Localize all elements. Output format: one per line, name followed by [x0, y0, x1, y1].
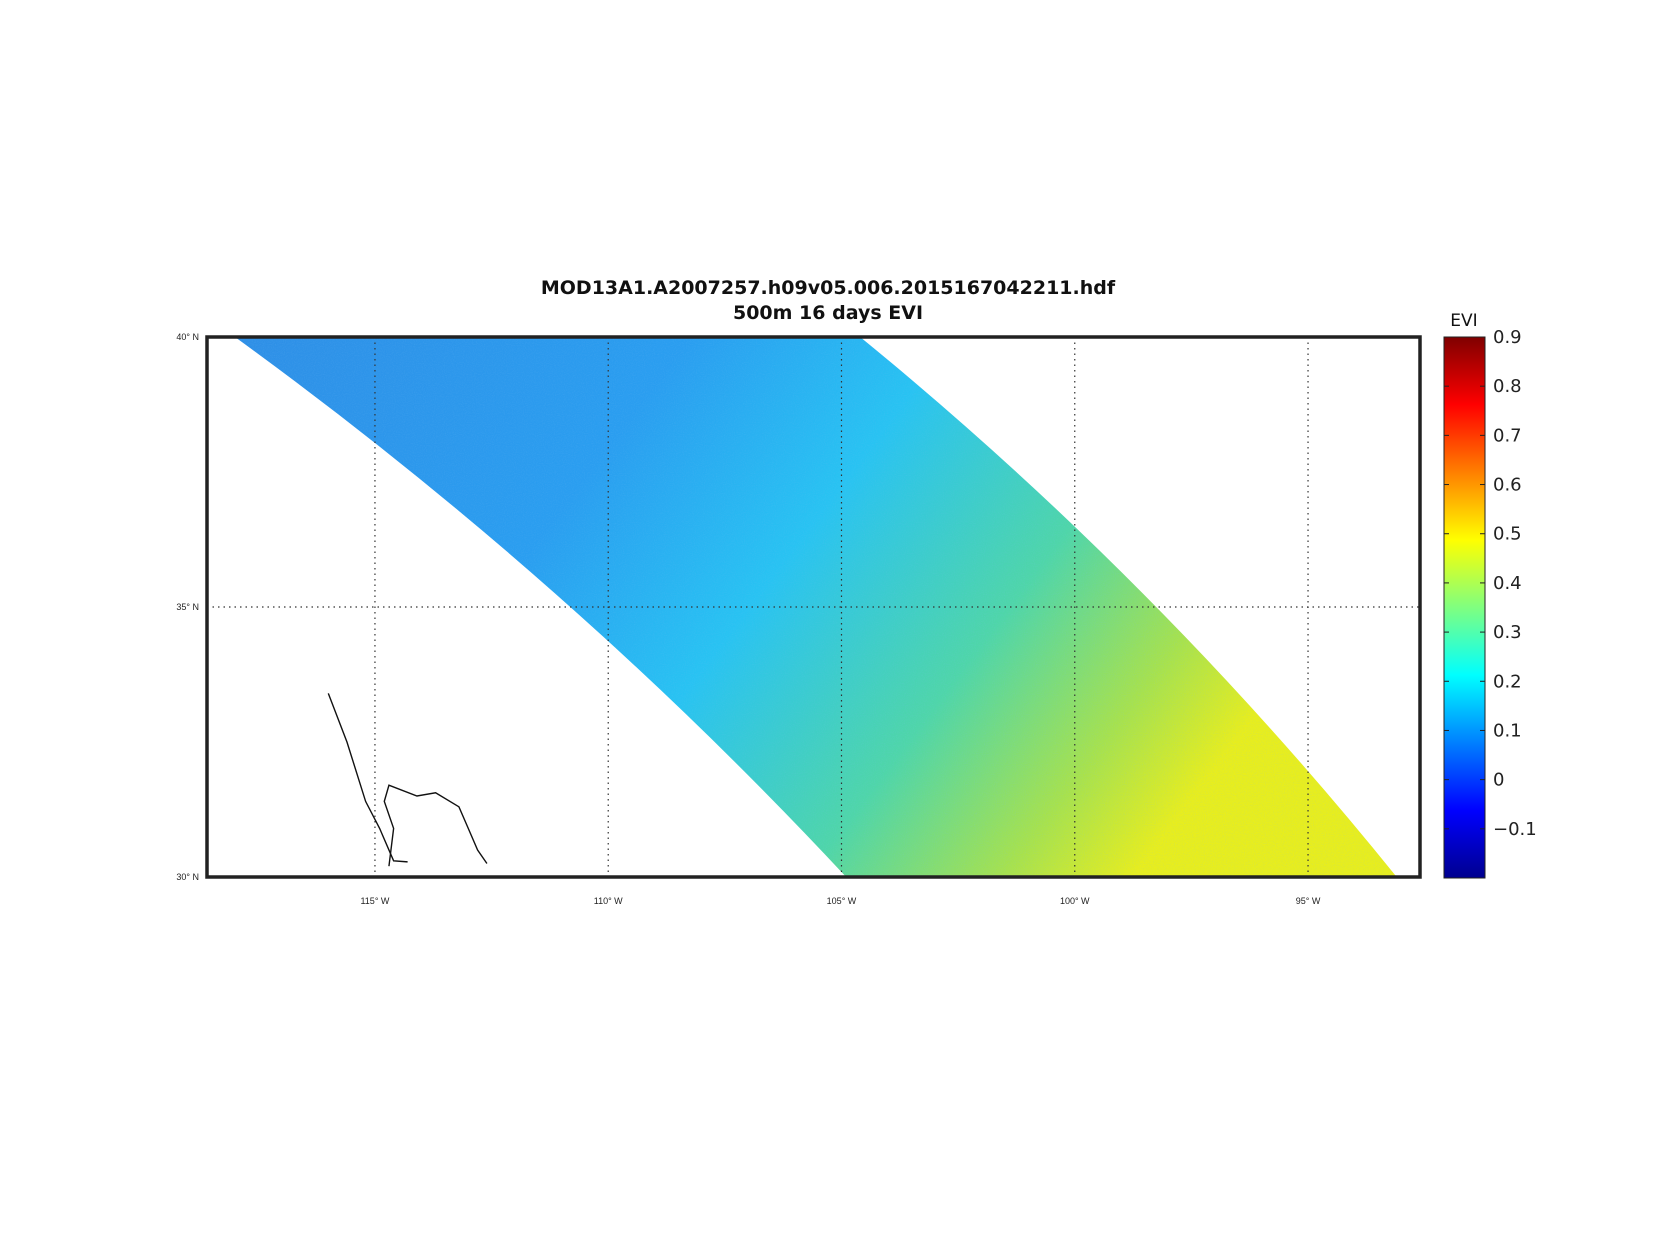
lon-tick-label-3: 100° W: [1060, 896, 1090, 906]
colorbar-tick-label-6: 0.5: [1493, 524, 1522, 545]
lat-tick-label-2: 30° N: [176, 872, 199, 882]
coastline-1: [383, 784, 488, 867]
lon-tick-label-2: 105° W: [827, 896, 857, 906]
colorbar-tick-label-3: 0.2: [1493, 671, 1522, 692]
colorbar-tick-label-4: 0.3: [1493, 622, 1522, 643]
latitude-tick-labels: 40° N 35° N 30° N: [176, 332, 199, 882]
colorbar-label: EVI: [1450, 311, 1477, 331]
lat-tick-label-1: 35° N: [176, 602, 199, 612]
coastline-0: [327, 693, 408, 863]
lon-tick-label-1: 110° W: [594, 896, 623, 906]
longitude-tick-labels: 115° W 110° W 105° W 100° W 95° W: [360, 896, 1320, 906]
coastlines: [327, 693, 488, 867]
colorbar-tick-label-7: 0.6: [1493, 475, 1522, 496]
lat-tick-label-0: 40° N: [176, 332, 199, 342]
colorbar-ticks: −0.1 0 0.1 0.2 0.3 0.4 0.5 0.6 0.7 0.8 0.9: [1444, 327, 1537, 840]
colorbar-tick-label-1: 0: [1493, 770, 1504, 791]
colorbar-scale: [1443, 336, 1486, 879]
evi-swath-texture: [234, 337, 1397, 877]
lon-tick-label-4: 95° W: [1296, 896, 1321, 906]
graticule: [207, 337, 1420, 877]
map-title-line1: MOD13A1.A2007257.h09v05.006.201516704221…: [541, 277, 1116, 299]
map-frame: [205, 335, 1422, 879]
map-title-line2: 500m 16 days EVI: [733, 302, 923, 324]
colorbar-tick-label-5: 0.4: [1493, 573, 1522, 594]
lon-tick-label-0: 115° W: [360, 896, 389, 906]
colorbar-tick-label-2: 0.1: [1493, 720, 1522, 741]
colorbar: EVI −0.1 0 0.1 0.2 0.3 0.4 0.5 0.6 0.7 0.8 0.9: [1443, 311, 1537, 879]
colorbar-tick-label-8: 0.7: [1493, 425, 1522, 446]
colorbar-tick-label-9: 0.8: [1493, 376, 1522, 397]
map-plot-area: 115° W 110° W 105° W 100° W 95° W 40° N 35° N…: [176, 332, 1422, 906]
colorbar-tick-label-0: −0.1: [1493, 819, 1537, 840]
colorbar-tick-label-10: 0.9: [1493, 327, 1522, 348]
